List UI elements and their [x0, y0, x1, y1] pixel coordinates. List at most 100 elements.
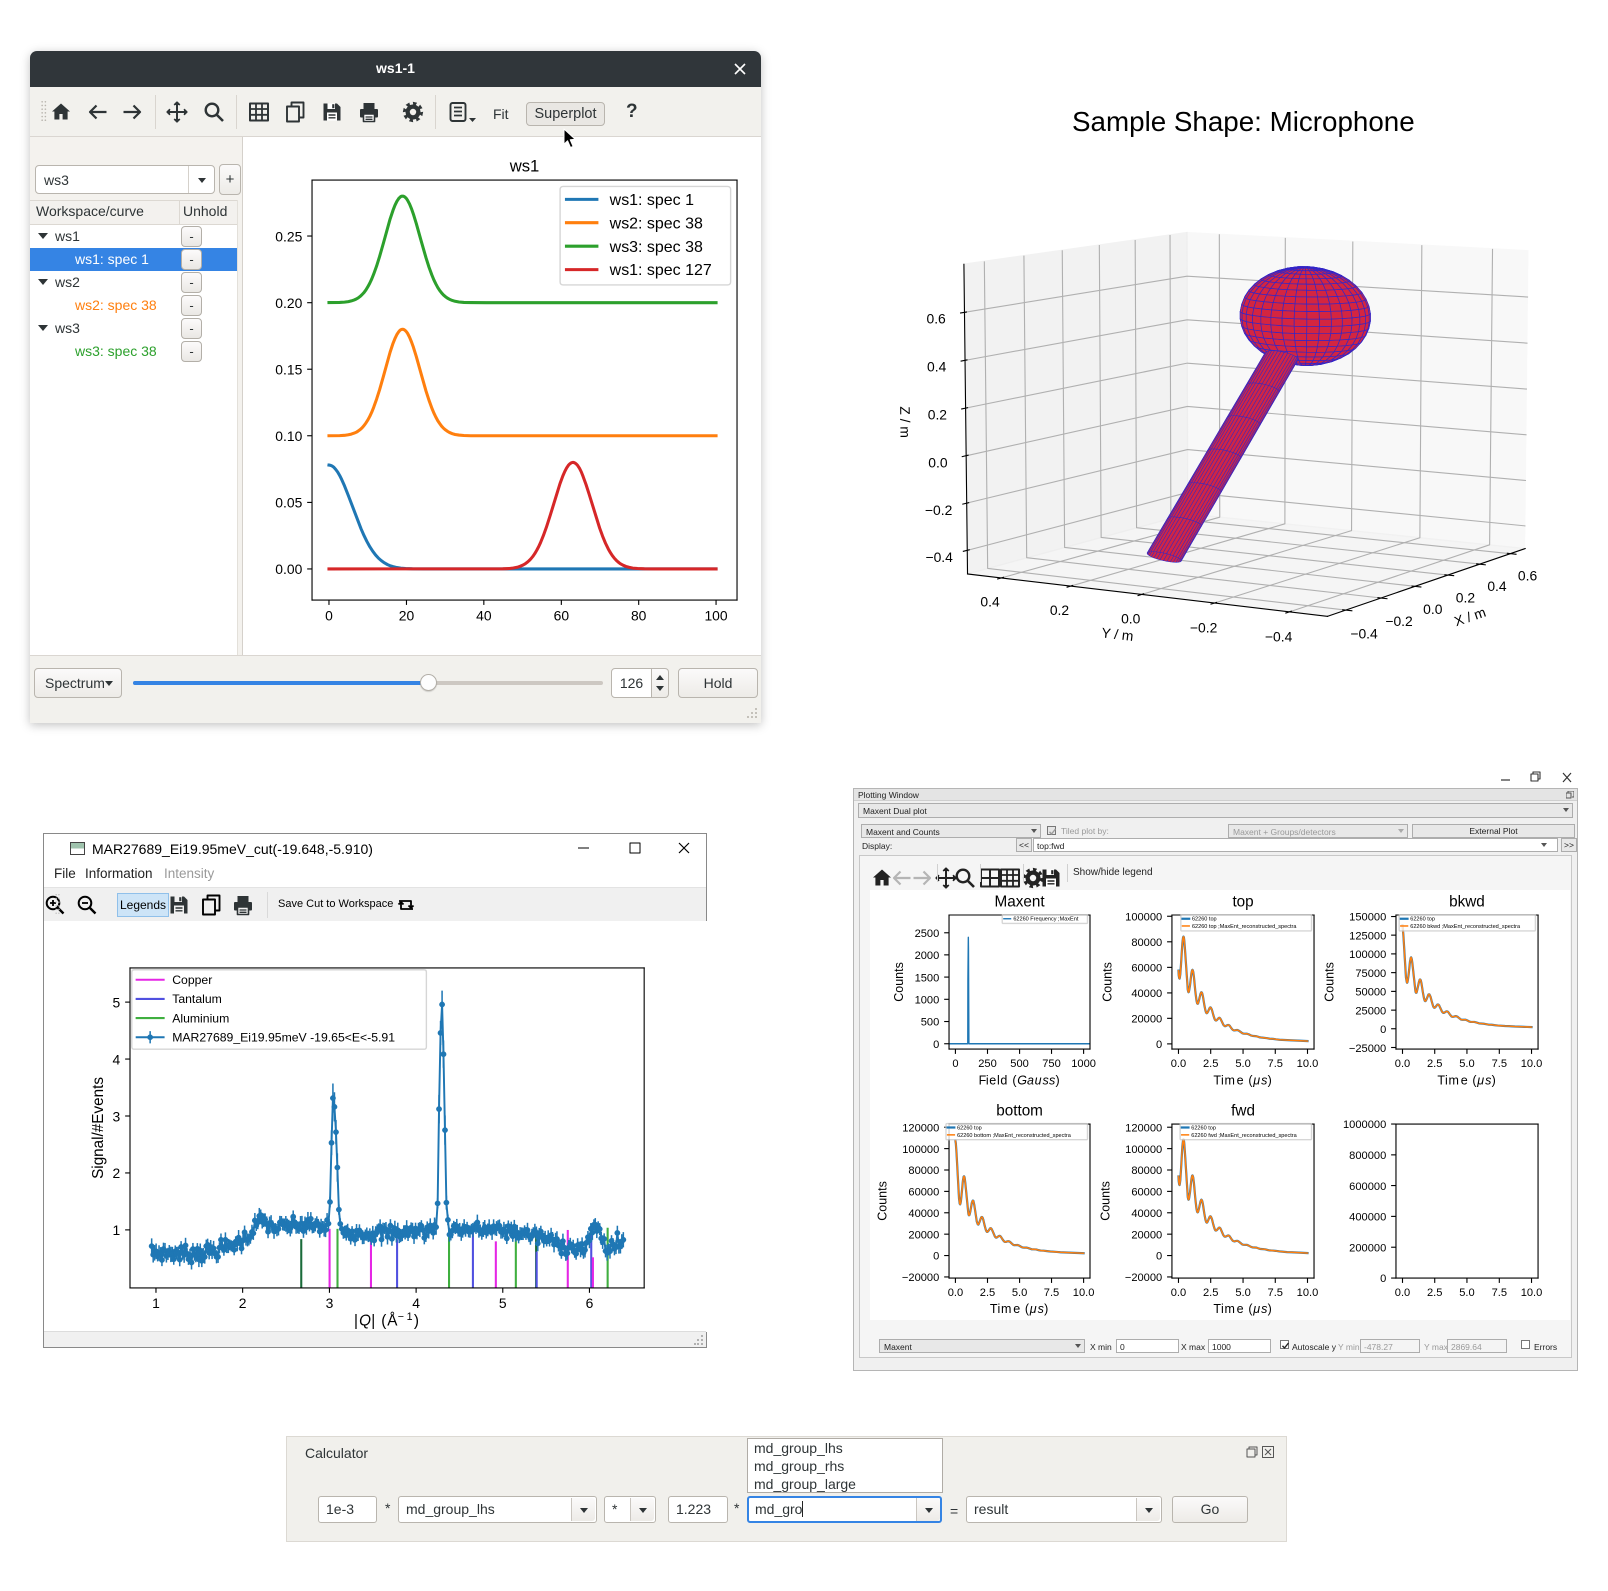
svg-text:Counts: Counts	[892, 962, 906, 1002]
svg-text:0.10: 0.10	[275, 428, 302, 444]
svg-text:0.0: 0.0	[928, 454, 948, 470]
svg-text:0.0: 0.0	[1395, 1287, 1410, 1299]
svg-text:top: top	[1232, 894, 1253, 911]
svg-text:600000: 600000	[1349, 1181, 1386, 1193]
svg-text:200000: 200000	[1349, 1242, 1386, 1254]
svg-text:F i e l: F i e l d ( ) G a u s s	[979, 1064, 1066, 1089]
svg-text:Counts: Counts	[1098, 1181, 1112, 1221]
svg-text:ws1: spec 1: ws1: spec 1	[609, 192, 694, 209]
svg-text:500: 500	[921, 1017, 940, 1029]
svg-text:Counts: Counts	[876, 1181, 890, 1221]
svg-text:150000: 150000	[1349, 912, 1386, 924]
svg-text:60: 60	[554, 607, 570, 623]
svg-text:10.0: 10.0	[1297, 1287, 1319, 1299]
svg-text:0.0: 0.0	[1423, 601, 1443, 617]
svg-text:T i m e: T i m e ( ) μ s	[1213, 1293, 1278, 1318]
svg-text:250: 250	[978, 1058, 997, 1070]
svg-text:0.0: 0.0	[1395, 1058, 1410, 1070]
svg-text:T i m e: T i m e ( ) μ s	[1213, 1064, 1278, 1089]
svg-text:4: 4	[113, 1051, 121, 1067]
svg-text:7.5: 7.5	[1044, 1287, 1059, 1299]
svg-text:40000: 40000	[1131, 988, 1162, 1000]
svg-text:0.0: 0.0	[1171, 1058, 1186, 1070]
svg-text:T i m e: T i m e ( ) μ s	[990, 1293, 1055, 1318]
svg-text:500: 500	[1010, 1058, 1029, 1070]
svg-text:2: 2	[239, 1295, 247, 1311]
svg-text:800000: 800000	[1349, 1150, 1386, 1162]
svg-text:1: 1	[152, 1295, 160, 1311]
svg-text:62260 top: 62260 top	[1191, 1125, 1216, 1131]
svg-text:2.5: 2.5	[1427, 1287, 1442, 1299]
svg-text:1000: 1000	[1071, 1058, 1096, 1070]
svg-text:fwd: fwd	[1231, 1103, 1255, 1120]
svg-text:Counts: Counts	[1322, 962, 1336, 1002]
svg-text:0.0: 0.0	[1171, 1287, 1186, 1299]
svg-text:3: 3	[113, 1108, 121, 1124]
svg-text:20000: 20000	[908, 1229, 939, 1241]
svg-text:0.0: 0.0	[1121, 611, 1141, 627]
svg-text:0.4: 0.4	[980, 594, 1000, 610]
svg-text:ws1: ws1	[509, 157, 540, 176]
svg-text:1000000: 1000000	[1343, 1119, 1386, 1131]
svg-text:7.5: 7.5	[1492, 1287, 1507, 1299]
svg-text:0: 0	[325, 607, 333, 623]
svg-text:25000: 25000	[1355, 1005, 1386, 1017]
svg-text:0.4: 0.4	[927, 359, 947, 375]
svg-text:T i m e: T i m e ( ) μ s	[1437, 1064, 1502, 1089]
svg-text:2500: 2500	[915, 928, 940, 940]
svg-text:5.0: 5.0	[1235, 1058, 1250, 1070]
svg-text:bottom: bottom	[996, 1103, 1043, 1120]
svg-text:0.2: 0.2	[1050, 602, 1070, 618]
svg-text:120000: 120000	[902, 1122, 939, 1134]
svg-text:1500: 1500	[915, 972, 940, 984]
svg-text:2.5: 2.5	[980, 1287, 995, 1299]
svg-text:5: 5	[499, 1295, 507, 1311]
svg-text:Y / m: Y / m	[1101, 624, 1135, 644]
svg-text:7.5: 7.5	[1492, 1058, 1507, 1070]
svg-text:ws3: spec 38: ws3: spec 38	[609, 239, 703, 256]
svg-text:Z / m: Z / m	[897, 406, 913, 438]
svg-text:2.5: 2.5	[1203, 1058, 1218, 1070]
svg-text:−20000: −20000	[1125, 1272, 1162, 1284]
svg-text:ws2: spec 38: ws2: spec 38	[609, 215, 703, 232]
svg-text:40000: 40000	[908, 1208, 939, 1220]
svg-text:60000: 60000	[1131, 963, 1162, 975]
svg-text:0: 0	[952, 1058, 958, 1070]
svg-text:2.5: 2.5	[1203, 1287, 1218, 1299]
svg-text:10.0: 10.0	[1297, 1058, 1319, 1070]
svg-text:| | (: | | ( Å ) Q − 1	[354, 1300, 425, 1331]
svg-text:100000: 100000	[1125, 1144, 1162, 1156]
svg-text:5.0: 5.0	[1235, 1287, 1250, 1299]
svg-text:120000: 120000	[1125, 1122, 1162, 1134]
svg-text:−0.2: −0.2	[1385, 613, 1413, 629]
svg-text:2.5: 2.5	[1427, 1058, 1442, 1070]
svg-text:0: 0	[1380, 1024, 1386, 1036]
svg-text:80000: 80000	[1131, 937, 1162, 949]
svg-text:0.6: 0.6	[926, 311, 946, 327]
svg-text:62260 bkwd ;MaxEnt_reconstruct: 62260 bkwd ;MaxEnt_reconstructed_spectra	[1410, 924, 1521, 930]
svg-text:1: 1	[113, 1222, 121, 1238]
svg-text:Counts: Counts	[1101, 962, 1115, 1002]
svg-text:0.25: 0.25	[275, 228, 302, 244]
svg-text:Signal/#Events: Signal/#Events	[90, 1077, 107, 1179]
svg-text:20000: 20000	[1131, 1014, 1162, 1026]
svg-text:0.15: 0.15	[275, 362, 302, 378]
svg-text:62260 bottom ;MaxEnt_reconstru: 62260 bottom ;MaxEnt_reconstructed_spect…	[957, 1133, 1072, 1139]
svg-text:50000: 50000	[1355, 987, 1386, 999]
svg-text:0.2: 0.2	[1456, 589, 1476, 605]
svg-text:Sample Shape: Microphone: Sample Shape: Microphone	[1072, 106, 1415, 137]
svg-text:60000: 60000	[1131, 1187, 1162, 1199]
svg-text:5.0: 5.0	[1459, 1058, 1474, 1070]
svg-text:−0.2: −0.2	[1190, 620, 1218, 636]
svg-text:0: 0	[933, 1039, 939, 1051]
svg-text:62260 top: 62260 top	[957, 1125, 982, 1131]
svg-text:ws1: spec 127: ws1: spec 127	[609, 262, 712, 279]
svg-text:60000: 60000	[908, 1187, 939, 1199]
svg-text:7.5: 7.5	[1268, 1287, 1283, 1299]
svg-text:−0.4: −0.4	[1350, 625, 1378, 641]
svg-text:1000: 1000	[915, 994, 940, 1006]
svg-text:40: 40	[476, 607, 492, 623]
svg-text:0.4: 0.4	[1487, 578, 1507, 594]
svg-text:5.0: 5.0	[1012, 1287, 1027, 1299]
svg-text:6: 6	[586, 1295, 594, 1311]
